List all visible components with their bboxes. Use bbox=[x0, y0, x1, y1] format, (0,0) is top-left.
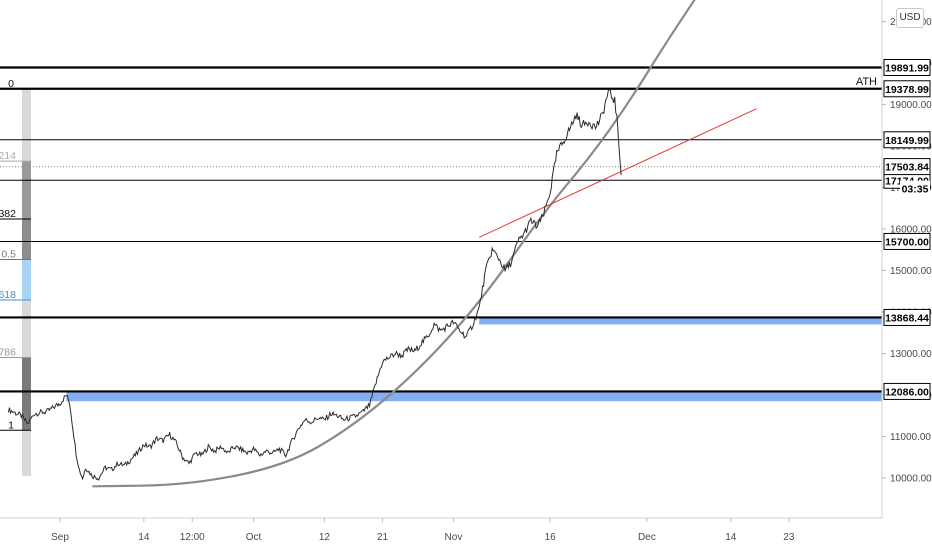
fib-bar-lower-dark bbox=[22, 357, 31, 431]
fib-bar-upper-dark bbox=[22, 161, 31, 220]
x-tick-label-0: Sep bbox=[51, 532, 69, 543]
fib-label-3: 0.5 bbox=[1, 249, 16, 261]
currency-selector[interactable]: USD bbox=[896, 8, 924, 28]
level-tag-1-bg bbox=[883, 80, 931, 98]
current-price-tag-text: 17503.84 bbox=[885, 162, 929, 174]
x-tick-label-9: 14 bbox=[725, 532, 737, 543]
x-tick-label-7: 16 bbox=[545, 532, 557, 543]
x-tick-label-3: Oct bbox=[246, 532, 262, 543]
x-tick-label-8: Dec bbox=[638, 532, 656, 543]
x-tick-label-5: 21 bbox=[377, 532, 389, 543]
y-tick-label-4: 13000.00 bbox=[890, 349, 932, 360]
y-tick-label-2: 11000.00 bbox=[890, 432, 931, 443]
fib-label-1: 214 bbox=[0, 150, 16, 162]
price-series-layer bbox=[7, 89, 622, 481]
level-tag-2-text: 18149.99 bbox=[885, 135, 929, 147]
fib-bar-blue bbox=[22, 259, 31, 300]
x-tick-label-10: 23 bbox=[783, 532, 795, 543]
fib-label-0: 0 bbox=[8, 78, 14, 90]
price-tags: 19891.9919378.9918149.9917174.0015700.00… bbox=[883, 58, 931, 400]
current-price-tag-bg bbox=[883, 158, 931, 176]
level-tag-6-bg bbox=[883, 382, 931, 400]
level-tag-1: 19378.99 bbox=[883, 80, 931, 98]
fib-label-2: 382 bbox=[0, 208, 16, 220]
fib-bar-mid-dark bbox=[22, 219, 31, 260]
parabolic-curve-layer bbox=[92, 0, 696, 488]
level-tag-2-bg bbox=[883, 131, 931, 149]
x-tick-label-4: 12 bbox=[319, 532, 331, 543]
level-tag-4: 15700.00 bbox=[883, 232, 931, 250]
level-tag-4-bg bbox=[883, 232, 931, 250]
fib-label-5: 786 bbox=[0, 346, 16, 358]
red-trendline bbox=[479, 108, 757, 238]
level-tag-0-bg bbox=[883, 58, 931, 76]
countdown-tag-text: 03:35 bbox=[902, 184, 929, 196]
x-tick-label-6: Nov bbox=[445, 532, 463, 543]
fib-label-6: 1 bbox=[8, 419, 14, 431]
y-tick-label-7: 16000.00 bbox=[890, 225, 932, 236]
level-tag-0: 19891.99 bbox=[883, 58, 931, 76]
trendline-layer bbox=[479, 108, 757, 238]
zone-0 bbox=[479, 317, 882, 325]
level-tag-0-text: 19891.99 bbox=[885, 62, 929, 74]
annotation-0: ATH bbox=[856, 76, 877, 88]
demand-zones bbox=[66, 317, 882, 402]
y-tick-label-1: 10000.00 bbox=[890, 474, 932, 485]
y-tick-label-10: 19000.00 bbox=[890, 100, 932, 111]
level-tag-4-text: 15700.00 bbox=[885, 236, 929, 248]
price-series bbox=[7, 89, 622, 481]
level-tag-2: 18149.99 bbox=[883, 131, 931, 149]
x-tick-label-1: 14 bbox=[138, 532, 150, 543]
y-tick-label-6: 15000.00 bbox=[890, 266, 932, 277]
x-tick-label-2: 12:00 bbox=[180, 532, 205, 543]
countdown-tag: 03:35 bbox=[900, 180, 930, 197]
fibonacci-levels: 0 214 382 0.5 618 786 1 bbox=[0, 78, 31, 476]
level-tag-1-text: 19378.99 bbox=[885, 84, 929, 96]
current-price-tag: 17503.84 bbox=[883, 158, 931, 176]
annotations: ATH bbox=[856, 76, 877, 88]
zone-1 bbox=[66, 391, 882, 402]
level-tag-6-text: 12086.00 bbox=[885, 386, 929, 398]
level-tag-5-bg bbox=[883, 308, 931, 326]
level-tag-5-text: 13868.44 bbox=[885, 312, 929, 324]
horizontal-levels bbox=[0, 66, 882, 393]
level-tag-6: 12086.00 bbox=[883, 382, 931, 400]
countdown-tag-bg bbox=[900, 180, 930, 197]
parabolic-curve bbox=[92, 0, 696, 488]
fib-label-4: 618 bbox=[0, 289, 16, 301]
level-tag-5: 13868.44 bbox=[883, 308, 931, 326]
